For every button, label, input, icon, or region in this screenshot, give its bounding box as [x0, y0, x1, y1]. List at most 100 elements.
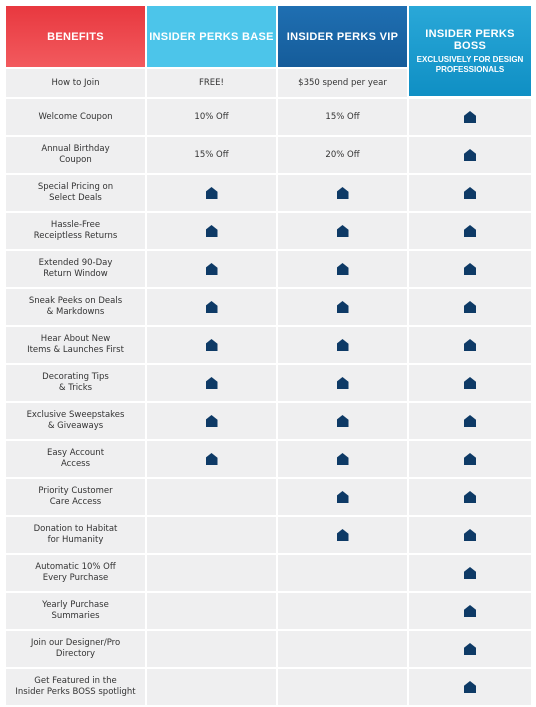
tier-base-empty	[147, 631, 276, 667]
tier-base-cell	[147, 403, 276, 439]
tier-base-cell	[147, 441, 276, 477]
tier-base-empty	[147, 479, 276, 515]
house-icon	[336, 453, 349, 465]
house-icon	[464, 567, 476, 579]
tier-vip-empty	[278, 631, 407, 667]
house-icon	[205, 187, 218, 199]
tier-base-cell	[147, 213, 276, 249]
tier-base-empty	[147, 555, 276, 591]
benefit-label: Automatic 10% Off Every Purchase	[6, 555, 145, 591]
tier-base-cell	[147, 365, 276, 401]
header-insider-perks-base: INSIDER PERKS BASE	[147, 6, 276, 67]
tier-boss-cell	[409, 403, 531, 439]
house-icon	[464, 111, 476, 123]
tier-vip-cell	[278, 403, 407, 439]
tier-boss-cell	[409, 441, 531, 477]
house-icon	[205, 377, 218, 389]
benefit-label: Easy Account Access	[6, 441, 145, 477]
tier-boss-cell	[409, 251, 531, 287]
house-icon	[464, 681, 476, 693]
tier-boss-cell	[409, 555, 531, 591]
house-icon	[464, 187, 476, 199]
house-icon	[205, 263, 218, 275]
header-insider-perks-boss: INSIDER PERKS BOSS EXCLUSIVELY FOR DESIG…	[409, 6, 531, 96]
tier-base-empty	[147, 517, 276, 553]
benefit-label: Hassle-Free Receiptless Returns	[6, 213, 145, 249]
benefit-label: Welcome Coupon	[6, 99, 145, 135]
tier-base-cell	[147, 289, 276, 325]
tier-vip-value: 15% Off	[278, 99, 407, 135]
tier-boss-cell	[409, 137, 531, 173]
tier-base-empty	[147, 669, 276, 705]
header-base-label: INSIDER PERKS BASE	[149, 30, 274, 43]
header-boss-sublabel: EXCLUSIVELY FOR DESIGN PROFESSIONALS	[416, 54, 524, 74]
house-icon	[464, 377, 476, 389]
house-icon	[336, 491, 349, 503]
house-icon	[464, 263, 476, 275]
house-icon	[464, 491, 476, 503]
house-icon	[336, 377, 349, 389]
house-icon	[336, 263, 349, 275]
benefit-label: Extended 90-Day Return Window	[6, 251, 145, 287]
tier-boss-cell	[409, 327, 531, 363]
benefit-label: Annual Birthday Coupon	[6, 137, 145, 173]
tier-boss-cell	[409, 517, 531, 553]
header-benefits-label: BENEFITS	[47, 30, 104, 43]
tier-vip-cell	[278, 479, 407, 515]
tier-base-value: FREE!	[147, 69, 276, 97]
house-icon	[464, 149, 476, 161]
tier-vip-value: 20% Off	[278, 137, 407, 173]
tier-vip-cell	[278, 441, 407, 477]
house-icon	[464, 339, 476, 351]
header-insider-perks-vip: INSIDER PERKS VIP	[278, 6, 407, 67]
benefit-label: Exclusive Sweepstakes & Giveaways	[6, 403, 145, 439]
benefit-label: Join our Designer/Pro Directory	[6, 631, 145, 667]
tier-vip-cell	[278, 251, 407, 287]
tier-vip-cell	[278, 289, 407, 325]
tier-boss-cell	[409, 213, 531, 249]
house-icon	[205, 415, 218, 427]
house-icon	[336, 415, 349, 427]
tier-vip-empty	[278, 555, 407, 591]
benefit-label: Get Featured in the Insider Perks BOSS sp…	[6, 669, 145, 705]
tier-vip-empty	[278, 593, 407, 629]
benefit-label: Yearly Purchase Summaries	[6, 593, 145, 629]
house-icon	[464, 415, 476, 427]
tier-boss-cell	[409, 593, 531, 629]
tier-boss-cell	[409, 631, 531, 667]
benefits-comparison-table: BENEFITS INSIDER PERKS BASE INSIDER PERK…	[6, 6, 531, 705]
house-icon	[336, 225, 349, 237]
tier-boss-cell	[409, 365, 531, 401]
benefit-label: Decorating Tips & Tricks	[6, 365, 145, 401]
tier-base-value: 10% Off	[147, 99, 276, 135]
house-icon	[464, 605, 476, 617]
house-icon	[336, 187, 349, 199]
tier-boss-cell	[409, 175, 531, 211]
benefit-label: Priority Customer Care Access	[6, 479, 145, 515]
house-icon	[336, 339, 349, 351]
house-icon	[464, 529, 476, 541]
tier-vip-cell	[278, 517, 407, 553]
house-icon	[205, 339, 218, 351]
tier-boss-cell	[409, 479, 531, 515]
tier-vip-cell	[278, 365, 407, 401]
tier-vip-cell	[278, 327, 407, 363]
benefit-label: Special Pricing on Select Deals	[6, 175, 145, 211]
tier-base-value: 15% Off	[147, 137, 276, 173]
header-vip-label: INSIDER PERKS VIP	[286, 30, 399, 43]
tier-vip-value: $350 spend per year	[278, 69, 407, 97]
benefit-label: How to Join	[6, 69, 145, 97]
tier-boss-cell	[409, 99, 531, 135]
house-icon	[464, 453, 476, 465]
tier-vip-cell	[278, 213, 407, 249]
tier-vip-cell	[278, 175, 407, 211]
tier-base-cell	[147, 327, 276, 363]
header-benefits: BENEFITS	[6, 6, 145, 67]
benefit-label: Hear About New Items & Launches First	[6, 327, 145, 363]
tier-base-cell	[147, 175, 276, 211]
benefit-label: Donation to Habitat for Humanity	[6, 517, 145, 553]
tier-boss-cell	[409, 669, 531, 705]
tier-base-empty	[147, 593, 276, 629]
house-icon	[464, 301, 476, 313]
benefit-label: Sneak Peeks on Deals & Markdowns	[6, 289, 145, 325]
